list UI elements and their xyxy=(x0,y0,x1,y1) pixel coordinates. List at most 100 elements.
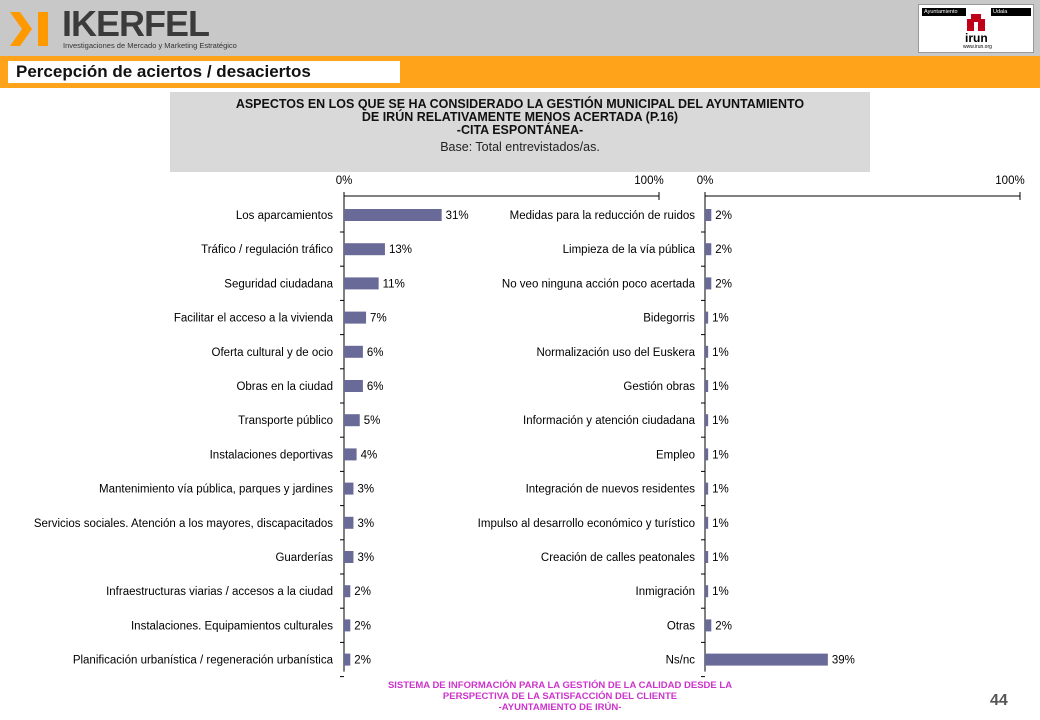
chart-1-bar xyxy=(344,380,363,392)
chart-2-category-label: Impulso al desarrollo económico y turíst… xyxy=(478,518,695,530)
chart-2-value-label: 1% xyxy=(712,415,729,427)
chart-1-bar xyxy=(344,311,367,324)
chart-2-bar xyxy=(705,209,712,221)
city-logo: Ayuntamiento Udala irun www.irun.org xyxy=(918,4,1034,53)
chart-1-bar xyxy=(344,585,351,598)
chart-1-value-label: 6% xyxy=(367,381,384,393)
chart-2-bar xyxy=(705,380,709,392)
chart-2-value-label: 1% xyxy=(712,313,729,325)
header-base: Base: Total entrevistados/as. xyxy=(440,140,600,154)
chart-2-value-label: 2% xyxy=(715,244,732,256)
chart-2-category-label: Bidegorris xyxy=(643,313,695,325)
chart-1-category-label: Instalaciones. Equipamientos culturales xyxy=(131,620,333,632)
chart-1-bar xyxy=(344,619,351,632)
chart-2-category-label: Otras xyxy=(667,620,695,632)
chart-1-category-label: Los aparcamientos xyxy=(236,210,333,222)
chart-1-tick-label-0: 0% xyxy=(336,175,353,187)
footer-line-1: SISTEMA DE INFORMACIÓN PARA LA GESTIÓN D… xyxy=(387,680,733,691)
chart-1-bar xyxy=(344,414,360,427)
brand-name: IKERFEL xyxy=(62,3,210,44)
chart-1-value-label: 5% xyxy=(364,415,381,427)
chart-1-bar xyxy=(344,448,357,461)
chart-1-bar xyxy=(344,209,442,221)
chart-2-category-label: Inmigración xyxy=(636,586,695,598)
chart-1-category-label: Infraestructuras viarias / accesos a la … xyxy=(106,586,333,598)
city-logo-label-left: Ayuntamiento xyxy=(922,8,966,16)
chart-2-value-label: 1% xyxy=(712,484,729,496)
page-number: 44 xyxy=(990,692,1008,709)
footer-line-2: PERSPECTIVA DE LA SATISFACCIÓN DEL CLIEN… xyxy=(442,691,678,702)
section-title: Percepción de aciertos / desaciertos xyxy=(8,61,400,83)
chart-1-category-label: Tráfico / regulación tráfico xyxy=(201,244,333,256)
chart-1-value-label: 2% xyxy=(354,620,371,632)
chart-1-value-label: 3% xyxy=(357,484,374,496)
chart-1-value-label: 13% xyxy=(389,244,412,256)
top-banner: IKERFEL Investigaciones de Mercado y Mar… xyxy=(0,0,1040,56)
chart-2-bar xyxy=(705,653,828,666)
chart-1-bar xyxy=(344,243,385,256)
chart-1-value-label: 11% xyxy=(383,278,405,290)
chart-2-value-label: 1% xyxy=(712,347,729,359)
chart-1-bar xyxy=(344,551,354,563)
city-crest-icon xyxy=(967,14,985,31)
chart-2-value-label: 39% xyxy=(832,655,855,667)
chart-2-tick-label-0: 0% xyxy=(697,175,714,187)
chart-1-bar xyxy=(344,482,354,495)
section-title-bar: Percepción de aciertos / desaciertos xyxy=(0,56,1040,88)
chart-1-bar xyxy=(344,345,363,358)
chart-1-bar xyxy=(344,516,354,529)
brand-tagline: Investigaciones de Mercado y Marketing E… xyxy=(63,41,237,50)
chart-2-tick-label-100: 100% xyxy=(995,175,1024,187)
city-logo-label-right: Udala xyxy=(991,8,1031,16)
chart-1-category-label: Obras en la ciudad xyxy=(236,381,333,393)
chart-2-bar xyxy=(705,619,712,632)
chart-2-category-label: Gestión obras xyxy=(623,381,695,393)
chart-1-bar xyxy=(344,277,379,290)
chart-1-category-label: Oferta cultural y de ocio xyxy=(212,347,333,359)
chart-1-category-label: Facilitar el acceso a la vivienda xyxy=(174,313,334,325)
footer-line-3: -AYUNTAMIENTO DE IRÚN- xyxy=(498,702,622,713)
chart-1-value-label: 7% xyxy=(370,313,387,325)
header-line-2: DE IRÚN RELATIVAMENTE MENOS ACERTADA (P.… xyxy=(361,110,679,124)
chart-1-value-label: 4% xyxy=(361,449,378,461)
chart-1-value-label: 3% xyxy=(357,552,374,564)
footer: SISTEMA DE INFORMACIÓN PARA LA GESTIÓN D… xyxy=(280,680,840,713)
chart-1-category-label: Seguridad ciudadana xyxy=(224,278,333,290)
chart-1-category-label: Mantenimiento vía pública, parques y jar… xyxy=(99,484,333,496)
chart-2-bar xyxy=(705,585,709,598)
chart-2-value-label: 1% xyxy=(712,449,729,461)
chart-1-category-label: Instalaciones deportivas xyxy=(210,449,334,461)
chart-2-value-label: 1% xyxy=(712,586,729,598)
chart-2-bar xyxy=(705,448,709,461)
header-line-3: -CITA ESPONTÁNEA- xyxy=(456,123,584,137)
chart-2-bar xyxy=(705,482,709,495)
chart-2-bar xyxy=(705,345,709,358)
chart-2-category-label: Medidas para la reducción de ruidos xyxy=(510,210,696,222)
chart-2-value-label: 1% xyxy=(712,381,729,393)
chart-2-value-label: 1% xyxy=(712,518,729,530)
chart-2-bar xyxy=(705,414,709,427)
chart-header: ASPECTOS EN LOS QUE SE HA CONSIDERADO LA… xyxy=(170,92,870,172)
ikerfel-logo-icon xyxy=(10,12,48,46)
chart-1-value-label: 2% xyxy=(354,655,371,667)
chart-2-category-label: Empleo xyxy=(656,449,695,461)
chart-2-category-label: Limpieza de la vía pública xyxy=(563,244,696,256)
chart-2-value-label: 2% xyxy=(715,210,732,222)
chart-2-category-label: Ns/nc xyxy=(666,655,696,667)
chart-1-category-label: Planificación urbanística / regeneración… xyxy=(73,655,334,667)
city-logo-url: www.irun.org xyxy=(963,44,992,50)
chart-1-value-label: 31% xyxy=(446,210,469,222)
chart-1-category-label: Guarderías xyxy=(275,552,333,564)
chart-2-value-label: 2% xyxy=(715,278,732,290)
chart-1-value-label: 2% xyxy=(354,586,371,598)
chart-1-tick-label-100: 100% xyxy=(634,175,663,187)
chart-1-category-label: Transporte público xyxy=(238,415,333,427)
chart-1-value-label: 3% xyxy=(357,518,374,530)
chart-2-bar xyxy=(705,311,709,324)
chart-1-value-label: 6% xyxy=(367,347,384,359)
chart-2-category-label: Normalización uso del Euskera xyxy=(536,347,695,359)
chart-2-bar xyxy=(705,516,709,529)
city-logo-name: irun xyxy=(965,31,988,45)
chart-2-category-label: No veo ninguna acción poco acertada xyxy=(502,278,696,290)
